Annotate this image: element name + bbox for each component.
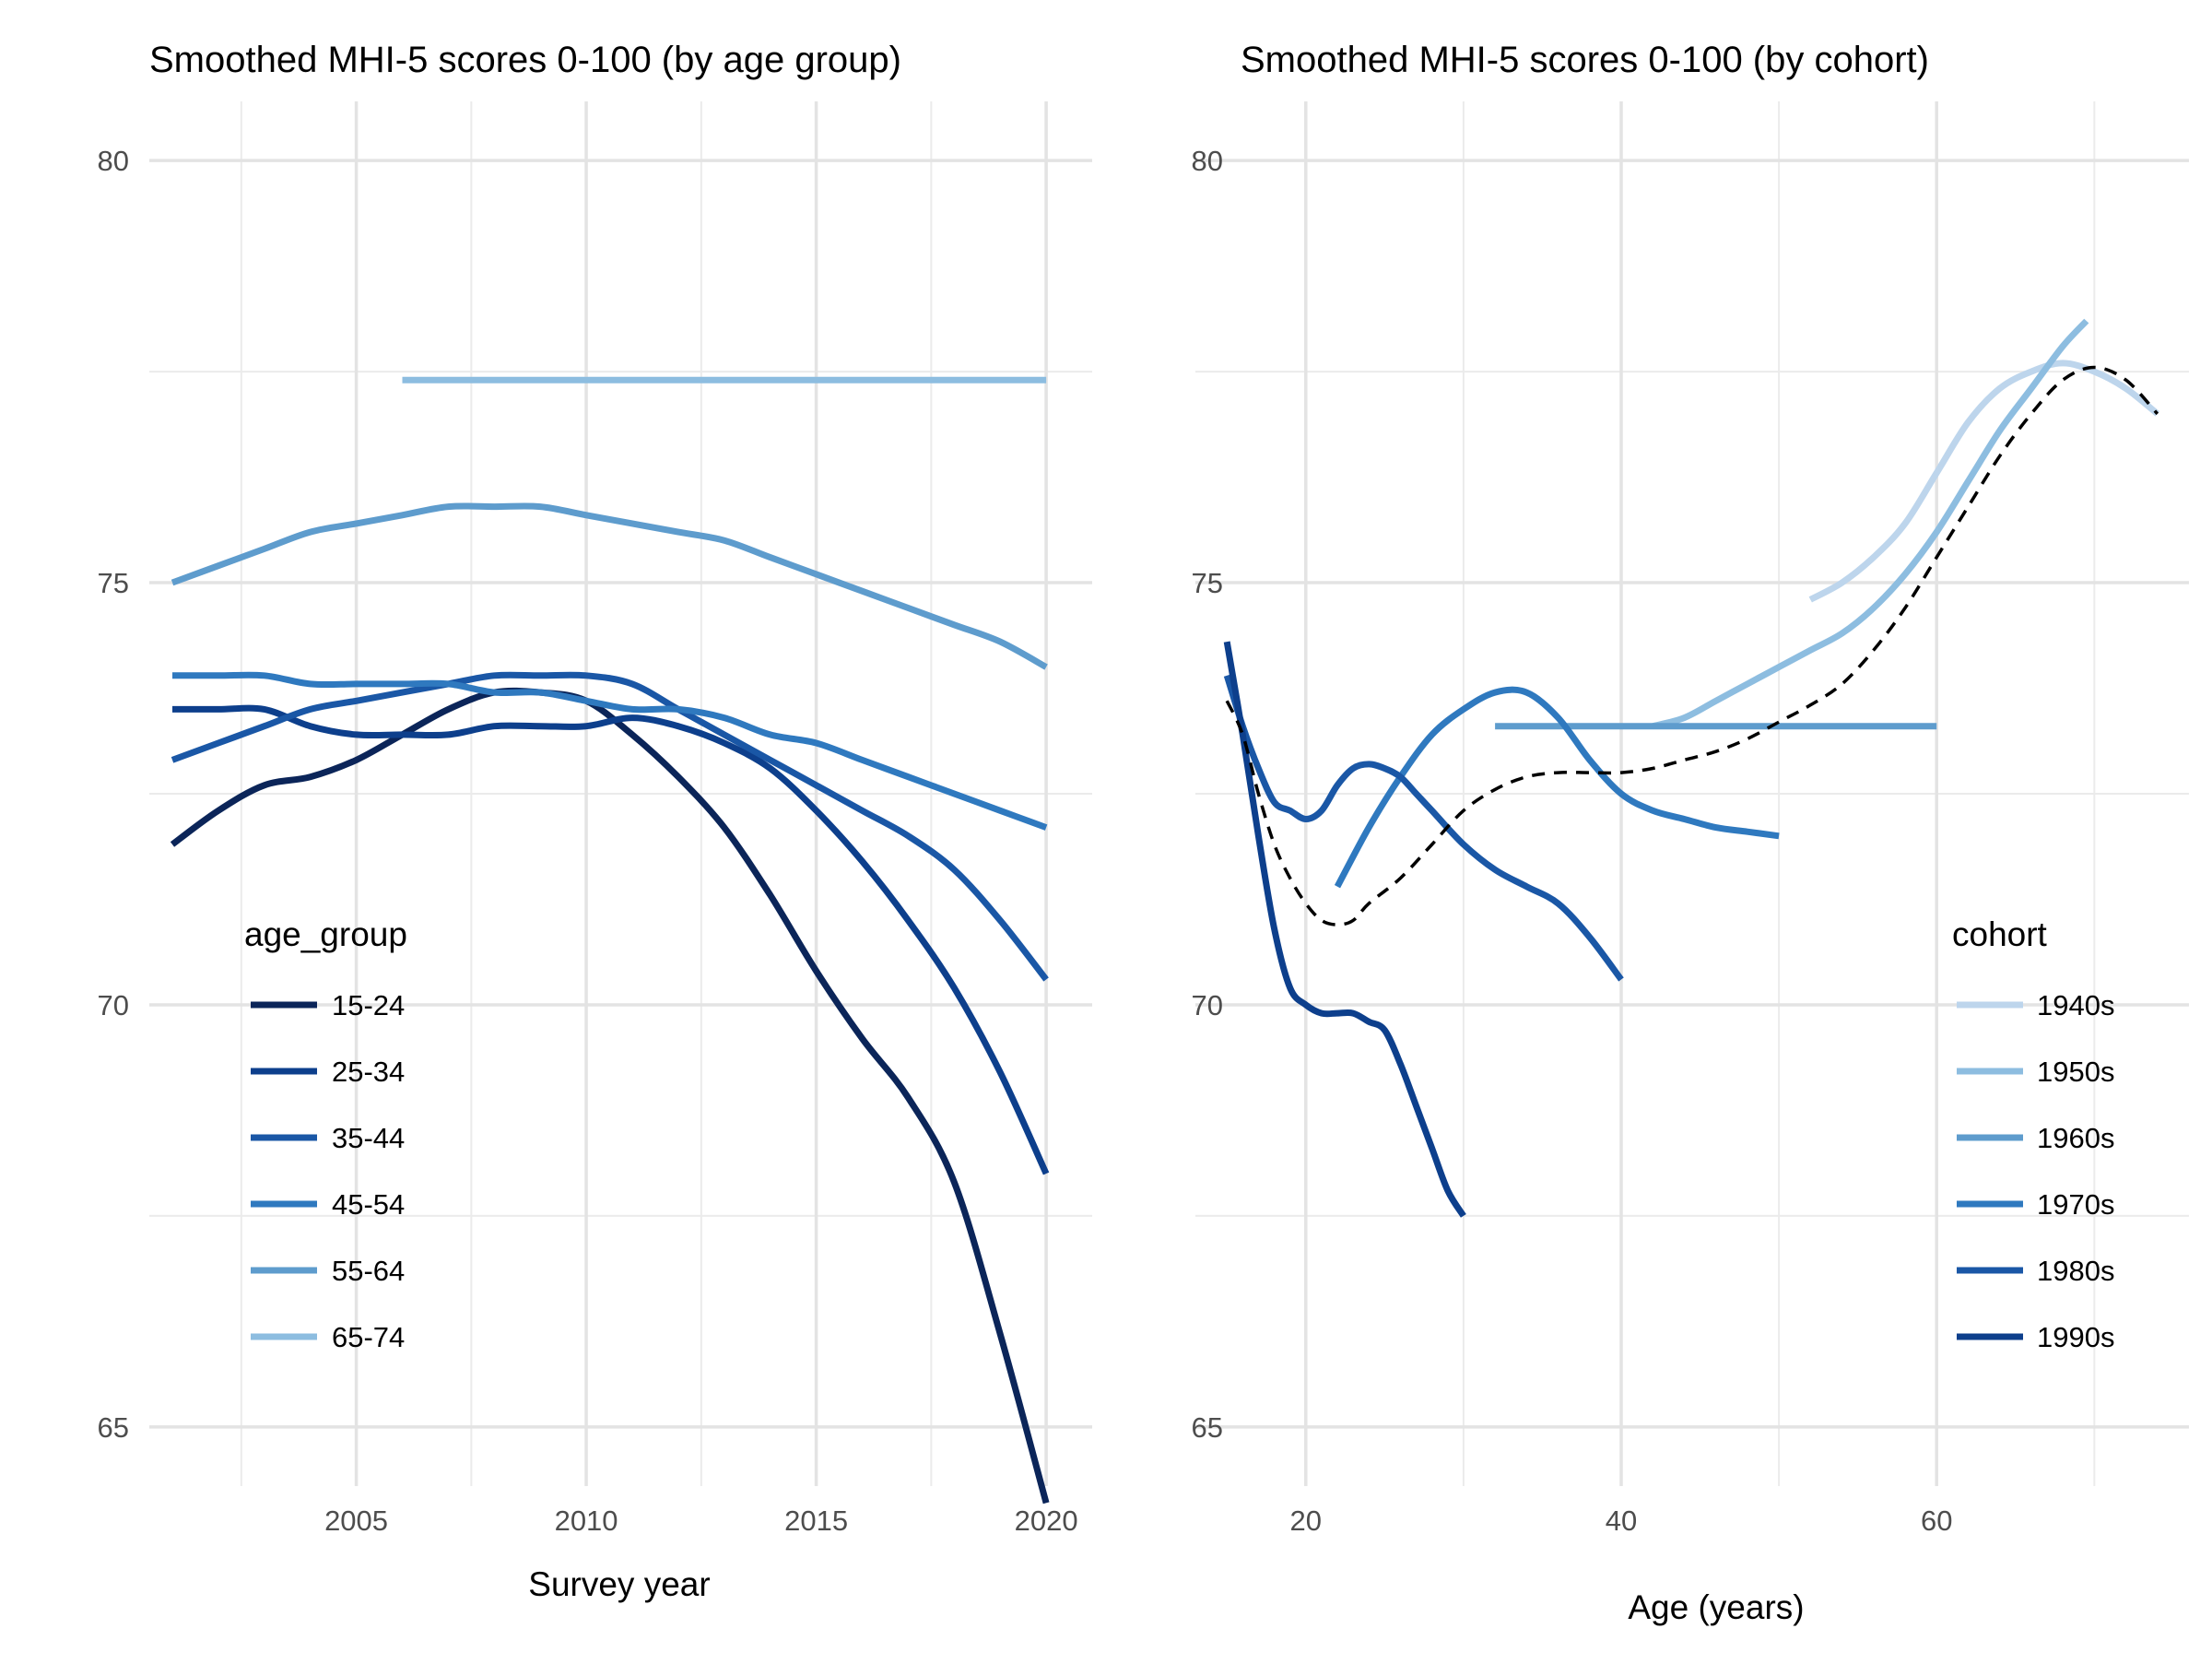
series-layer <box>170 376 1050 1505</box>
x-tick-label: 2005 <box>324 1505 388 1537</box>
legend-label: 25-34 <box>332 1056 405 1088</box>
tick-labels: 2005 2010 2015 2020 65 70 75 80 <box>98 145 1078 1537</box>
panel-by-age-group: 2005 2010 2015 2020 65 70 75 80 Smoothed MHI-5 … <box>98 40 1092 1603</box>
series-line-45-54 <box>172 671 1048 831</box>
y-tick-label: 65 <box>1192 1411 1223 1444</box>
legend-label: 1980s <box>2037 1255 2114 1287</box>
y-tick-label: 70 <box>98 989 129 1021</box>
legend-label: 15-24 <box>332 989 405 1021</box>
y-tick-label: 80 <box>98 145 129 177</box>
panel-by-cohort: 20 40 60 65 70 75 80 Smoothed MHI-5 scores 0-1… <box>1192 40 2189 1626</box>
legend-label: 55-64 <box>332 1255 405 1287</box>
grid <box>149 101 1092 1486</box>
series-line-25-34 <box>172 704 1050 1175</box>
legend-label: 1960s <box>2037 1122 2114 1154</box>
legend-label: 65-74 <box>332 1321 405 1353</box>
legend: age_group 15-24 25-34 35-44 45-54 55-64 65-74 <box>244 915 407 1353</box>
chart-title: Smoothed MHI-5 scores 0-100 (by age grou… <box>149 40 901 80</box>
y-tick-label: 80 <box>1192 145 1223 177</box>
y-tick-label: 65 <box>98 1411 129 1444</box>
series-layer <box>1223 318 2160 1218</box>
legend-title: cohort <box>1952 915 2048 953</box>
series-line-dashed <box>1225 365 2159 926</box>
legend-label: 35-44 <box>332 1122 405 1154</box>
x-tick-label: 2015 <box>784 1505 848 1537</box>
x-tick-label: 40 <box>1606 1505 1637 1537</box>
y-tick-label: 70 <box>1192 989 1223 1021</box>
series-line-1990s <box>1223 641 1466 1218</box>
series-line-55-64 <box>171 502 1048 670</box>
series-line-1940s <box>1808 360 2160 603</box>
x-tick-label: 2020 <box>1015 1505 1078 1537</box>
x-tick-label: 2010 <box>555 1505 618 1537</box>
series-line-1980s <box>1223 674 1624 982</box>
series-line-1970s <box>1334 686 1780 889</box>
series-line-35-44 <box>171 671 1049 982</box>
series-line-1950s <box>1652 318 2089 730</box>
y-tick-label: 75 <box>1192 567 1223 599</box>
legend-label: 1970s <box>2037 1188 2114 1221</box>
x-axis-label: Age (years) <box>1628 1588 1804 1626</box>
legend-label: 1990s <box>2037 1321 2114 1353</box>
y-tick-label: 75 <box>98 567 129 599</box>
x-axis-label: Survey year <box>528 1565 710 1603</box>
series-line-15-24 <box>170 687 1050 1505</box>
legend-title: age_group <box>244 915 407 953</box>
legend-label: 1940s <box>2037 989 2114 1021</box>
x-tick-label: 60 <box>1921 1505 1952 1537</box>
x-tick-label: 20 <box>1290 1505 1322 1537</box>
chart-title: Smoothed MHI-5 scores 0-100 (by cohort) <box>1241 40 1929 80</box>
grid <box>1195 101 2189 1486</box>
legend-label: 1950s <box>2037 1056 2114 1088</box>
legend: cohort 1940s 1950s 1960s 1970s 1980s 1990s <box>1952 915 2114 1353</box>
tick-labels: 20 40 60 65 70 75 80 <box>1192 145 1953 1537</box>
legend-label: 45-54 <box>332 1188 405 1221</box>
